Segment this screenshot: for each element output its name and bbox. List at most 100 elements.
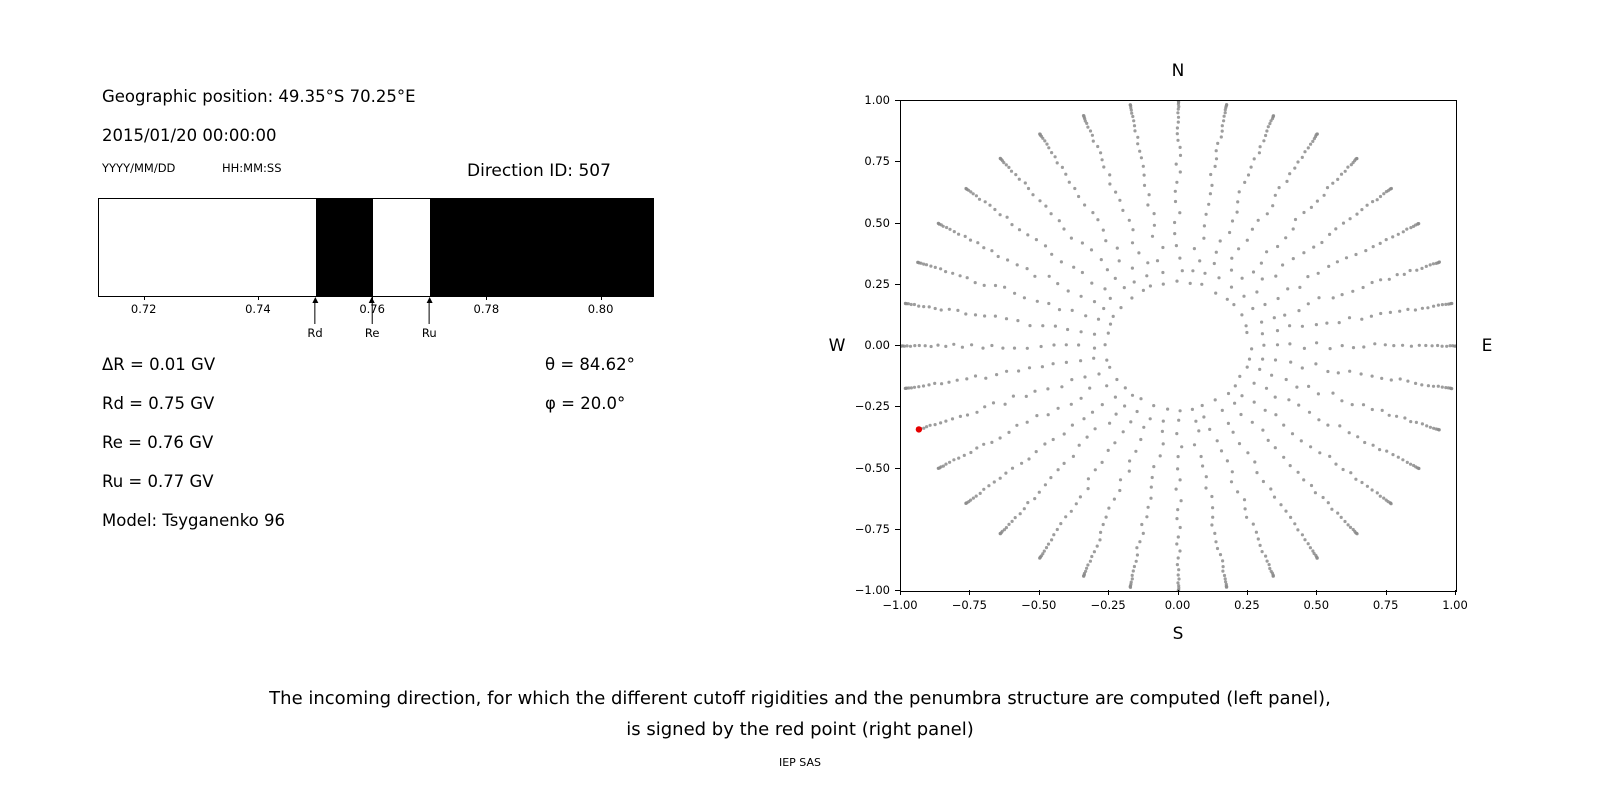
direction-dot: [1132, 564, 1136, 569]
direction-dot: [1245, 365, 1249, 369]
direction-dot: [1252, 381, 1256, 385]
direction-dot: [1112, 497, 1116, 501]
direction-dot: [1315, 199, 1319, 203]
direction-dot: [1432, 426, 1436, 430]
direction-dot: [1049, 212, 1053, 216]
arrow-line: [428, 302, 430, 324]
direction-dot: [964, 501, 968, 505]
direction-dot: [1265, 212, 1269, 216]
direction-dot: [963, 234, 967, 238]
direction-dot: [1216, 141, 1220, 145]
direction-dot: [1328, 232, 1332, 236]
direction-dot: [1226, 421, 1230, 425]
direction-dot: [901, 344, 903, 348]
direction-dot: [984, 376, 988, 380]
direction-dot: [1309, 205, 1313, 209]
direction-dot: [1240, 313, 1244, 317]
direction-dot: [929, 264, 933, 268]
direction-dot: [1177, 568, 1181, 572]
direction-dot: [1389, 186, 1393, 191]
direction-dot: [928, 423, 932, 427]
y-tick-mark: [895, 222, 900, 224]
direction-dot: [1203, 271, 1207, 275]
direction-dot: [1017, 177, 1021, 181]
up-arrow-icon: [369, 297, 376, 303]
direction-dot: [917, 304, 921, 308]
direction-dot: [1300, 324, 1304, 328]
direction-dot: [965, 413, 970, 417]
direction-dot: [1336, 371, 1340, 375]
direction-dot: [1396, 455, 1400, 459]
direction-dot: [1271, 114, 1276, 118]
direction-dot: [1362, 345, 1366, 349]
direction-dot: [1139, 156, 1143, 160]
direction-dot: [1258, 367, 1262, 371]
direction-dot: [1099, 151, 1103, 155]
direction-dot: [1108, 421, 1112, 425]
direction-dot: [1250, 420, 1254, 424]
direction-dot: [1440, 385, 1444, 389]
direction-dot: [1274, 413, 1278, 417]
direction-dot: [1176, 101, 1181, 103]
direction-dot: [973, 281, 977, 285]
direction-dot: [1095, 544, 1099, 548]
direction-dot: [1293, 166, 1297, 170]
direction-dot: [1210, 183, 1214, 187]
datetime-text: 2015/01/20 00:00:00: [102, 126, 277, 145]
direction-dot: [1057, 308, 1062, 312]
direction-dot: [1014, 173, 1018, 177]
delta-r-text: ΔR = 0.01 GV: [102, 355, 216, 374]
direction-dot: [1355, 156, 1359, 161]
penumbra-tick-mark: [486, 296, 488, 300]
direction-dot: [1283, 313, 1287, 317]
direction-dot: [1062, 461, 1066, 465]
direction-dot: [1225, 103, 1229, 107]
direction-dot: [1064, 515, 1068, 519]
direction-dot: [1053, 324, 1057, 328]
direction-dot: [1388, 310, 1392, 314]
direction-dot: [1238, 374, 1242, 378]
y-tick-label: 0.00: [864, 338, 890, 352]
direction-dot: [1401, 230, 1405, 234]
direction-dot: [1306, 302, 1310, 306]
direction-dot: [1208, 192, 1212, 196]
direction-dot: [1176, 455, 1180, 459]
direction-dot: [1211, 515, 1215, 519]
direction-dot: [1003, 402, 1007, 406]
direction-dot: [950, 417, 955, 421]
direction-dot: [1315, 132, 1319, 136]
direction-dot: [1024, 394, 1028, 398]
direction-dot: [1309, 142, 1313, 146]
direction-dot: [1321, 495, 1325, 500]
direction-dot: [1360, 480, 1364, 485]
direction-dot: [1003, 285, 1007, 289]
direction-dot: [1012, 346, 1017, 350]
direction-dot: [1108, 322, 1113, 326]
direction-dot: [944, 462, 948, 466]
penumbra-tick-label: 0.80: [587, 302, 614, 316]
direction-dot: [1200, 403, 1204, 408]
direction-dot: [1146, 505, 1150, 509]
direction-dot: [1440, 344, 1444, 348]
direction-dot: [923, 344, 927, 348]
direction-dot: [1228, 230, 1232, 235]
direction-dot: [1134, 559, 1138, 563]
direction-dot: [936, 221, 940, 225]
direction-dot: [1057, 219, 1061, 223]
direction-dot: [1107, 506, 1111, 510]
direction-dot: [944, 344, 948, 348]
direction-dot: [1150, 475, 1154, 480]
direction-dot: [1330, 507, 1334, 511]
direction-dot: [1128, 585, 1133, 589]
direction-dot: [1128, 103, 1132, 107]
phi-text: φ = 20.0°: [545, 394, 626, 413]
direction-dot: [1104, 239, 1108, 243]
direction-dot: [1401, 343, 1405, 347]
x-tick-mark: [1246, 590, 1248, 595]
direction-dot: [1417, 343, 1421, 347]
direction-dot: [1378, 448, 1382, 452]
direction-dot: [1272, 316, 1276, 320]
direction-dot: [1247, 357, 1252, 361]
direction-dot: [1202, 415, 1206, 419]
penumbra-tick-mark: [143, 296, 145, 300]
